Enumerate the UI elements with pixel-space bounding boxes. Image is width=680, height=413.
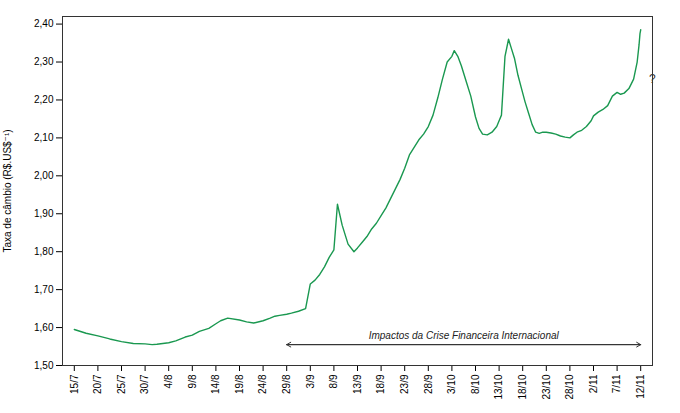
svg-text:15/7: 15/7: [69, 374, 80, 394]
svg-text:Impactos da Crise Financeira I: Impactos da Crise Financeira Internacion…: [369, 330, 560, 341]
svg-text:2,20: 2,20: [34, 94, 54, 105]
svg-text:9/8: 9/8: [187, 374, 198, 388]
svg-text:30/7: 30/7: [139, 374, 150, 394]
svg-text:23/10: 23/10: [541, 374, 552, 399]
svg-text:13/10: 13/10: [493, 374, 504, 399]
svg-text:?: ?: [649, 72, 656, 86]
svg-text:1,90: 1,90: [34, 208, 54, 219]
svg-text:19/8: 19/8: [234, 374, 245, 394]
svg-text:4/8: 4/8: [163, 374, 174, 388]
svg-text:13/9: 13/9: [352, 374, 363, 394]
svg-text:3/10: 3/10: [446, 374, 457, 394]
svg-text:1,60: 1,60: [34, 322, 54, 333]
svg-text:1,50: 1,50: [34, 360, 54, 371]
svg-text:2,10: 2,10: [34, 132, 54, 143]
svg-text:2/11: 2/11: [588, 374, 599, 393]
svg-text:7/11: 7/11: [611, 374, 622, 393]
svg-text:3/9: 3/9: [305, 374, 316, 388]
svg-text:24/8: 24/8: [257, 374, 268, 394]
svg-text:28/9: 28/9: [423, 374, 434, 394]
svg-text:25/7: 25/7: [116, 374, 127, 394]
svg-text:1,80: 1,80: [34, 246, 54, 257]
svg-text:2,00: 2,00: [34, 170, 54, 181]
svg-text:1,70: 1,70: [34, 284, 54, 295]
svg-text:20/7: 20/7: [92, 374, 103, 394]
svg-text:Taxa de câmbio (R$.US$⁻¹): Taxa de câmbio (R$.US$⁻¹): [2, 129, 13, 252]
svg-text:2,40: 2,40: [34, 18, 54, 29]
svg-text:29/8: 29/8: [281, 374, 292, 394]
svg-text:14/8: 14/8: [210, 374, 221, 394]
svg-text:8/10: 8/10: [470, 374, 481, 394]
svg-text:2,30: 2,30: [34, 56, 54, 67]
svg-text:12/11: 12/11: [635, 374, 646, 399]
svg-text:28/10: 28/10: [564, 374, 575, 399]
svg-text:23/9: 23/9: [399, 374, 410, 394]
svg-text:18/9: 18/9: [375, 374, 386, 394]
svg-text:18/10: 18/10: [517, 374, 528, 399]
svg-text:8/9: 8/9: [328, 374, 339, 388]
